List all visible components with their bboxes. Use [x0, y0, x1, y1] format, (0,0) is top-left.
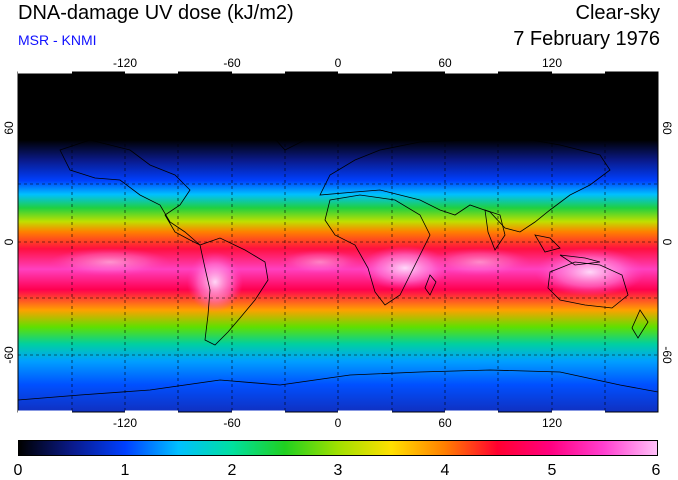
map-title: DNA-damage UV dose (kJ/m2)	[18, 2, 294, 24]
lat-tick-left: -60	[2, 346, 16, 364]
coastlines	[18, 91, 658, 401]
date-label: 7 February 1976	[513, 28, 660, 50]
frame-scale-bars	[18, 70, 605, 414]
lat-tick-left: 0	[2, 238, 16, 245]
lat-tick-right: 0	[660, 239, 674, 246]
lon-tick-top: -60	[223, 56, 241, 70]
credit-label: MSR - KNMI	[18, 32, 97, 48]
lon-tick-top: 60	[438, 56, 452, 70]
lon-tick-top: -120	[113, 56, 137, 70]
uv-hotspots	[50, 246, 645, 312]
lon-tick-bottom: -60	[223, 416, 241, 430]
colorbar-tick: 3	[334, 462, 343, 479]
lat-tick-right: -60	[660, 346, 674, 364]
lon-tick-bottom: -120	[113, 416, 137, 430]
colorbar-tick: 2	[228, 462, 237, 479]
graticule	[18, 72, 658, 412]
colorbar-tick: 4	[441, 462, 450, 479]
lat-tick-right: 60	[660, 121, 674, 135]
lon-tick-bottom: 60	[438, 416, 452, 430]
colorbar-tick: 5	[548, 462, 557, 479]
colorbar-tick: 1	[121, 462, 130, 479]
lon-tick-bottom: 0	[335, 416, 342, 430]
lon-tick-top: 0	[335, 56, 342, 70]
lat-tick-left: 60	[2, 121, 16, 135]
colorbar-tick: 6	[652, 462, 661, 479]
colorbar	[18, 440, 658, 456]
lon-tick-bottom: 120	[542, 416, 562, 430]
colorbar-tick: 0	[14, 462, 23, 479]
lon-tick-top: 120	[542, 56, 562, 70]
sky-condition-label: Clear-sky	[575, 2, 660, 24]
